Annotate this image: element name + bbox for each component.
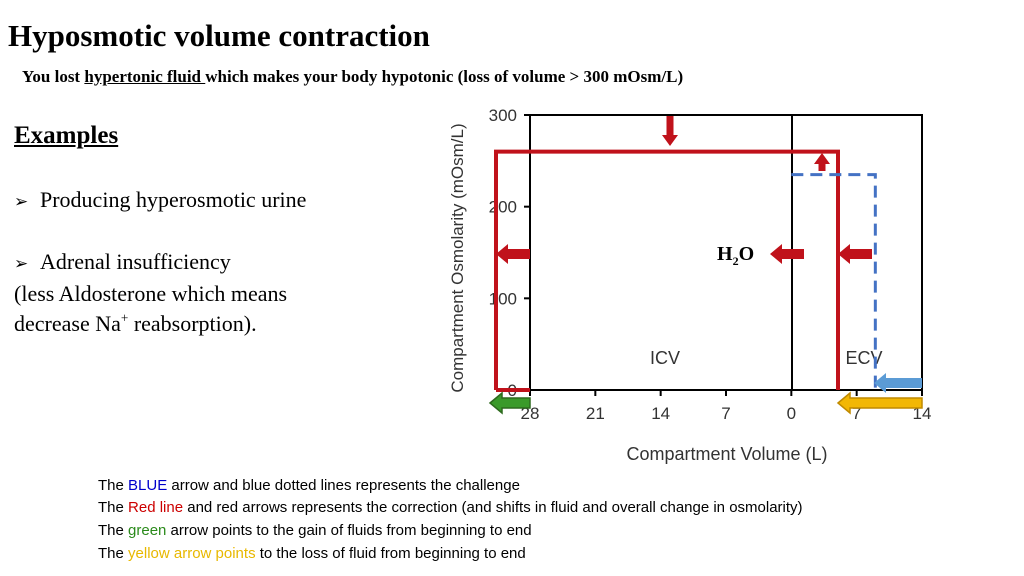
subtitle-post: which makes your body hypotonic (loss of… (205, 67, 684, 86)
h2o-tail: O (738, 243, 755, 265)
legend-colored-word: Red line (128, 499, 184, 516)
y-tick-label: 200 (489, 198, 517, 217)
red-down-arrow-icon (662, 116, 678, 146)
blue-left-arrow-icon (874, 373, 922, 393)
bullet-text: Adrenal insufficiency (40, 249, 231, 274)
note-line-1: (less Aldosterone which means (14, 281, 288, 306)
red-left-arrow-icon (496, 244, 530, 264)
x-tick-label: 14 (651, 404, 670, 423)
h2o-base: H (717, 243, 733, 265)
compartment-label-ecv: ECV (845, 348, 882, 368)
red-left-arrow-icon (838, 244, 872, 264)
x-tick-label: 21 (586, 404, 605, 423)
note-text: reabsorption). (128, 311, 257, 336)
note-text: decrease Na (14, 311, 121, 336)
subtitle-pre: You lost (22, 67, 85, 86)
subtitle: You lost hypertonic fluid which makes yo… (22, 67, 684, 87)
legend-colored-word: BLUE (128, 477, 168, 494)
legend-line: The green arrow points to the gain of fl… (98, 522, 532, 539)
y-axis-label: Compartment Osmolarity (mOsm/L) (448, 123, 467, 392)
legend-colored-word: yellow arrow points (128, 545, 256, 562)
legend-colored-word: green (128, 522, 167, 539)
page-title: Hyposmotic volume contraction (8, 18, 430, 53)
bullet-item: ➢ Adrenal insufficiency (14, 249, 231, 274)
superscript: + (120, 310, 129, 326)
h2o-subscript: 2 (732, 254, 739, 268)
x-tick-label: 7 (852, 404, 861, 423)
red-correction-line (494, 149, 840, 390)
legend-line: The yellow arrow points to the loss of f… (98, 545, 526, 562)
bullet-text: Producing hyperosmotic urine (40, 187, 307, 212)
legend-text: to the loss of fluid from beginning to e… (255, 545, 526, 562)
y-tick-label: 100 (489, 289, 517, 308)
legend-line: The BLUE arrow and blue dotted lines rep… (98, 477, 520, 494)
examples-heading: Examples (14, 122, 119, 149)
arrowhead-bullet-icon: ➢ (14, 254, 29, 273)
legend-line: The Red line and red arrows represents t… (98, 499, 803, 516)
y-tick-label: 300 (489, 106, 517, 125)
x-tick-label: 7 (721, 404, 730, 423)
compartment-label-icv: ICV (650, 348, 680, 368)
subtitle-underlined: hypertonic fluid (84, 67, 206, 86)
note-line-2: decrease Na+ reabsorption). (14, 310, 257, 336)
bullet-item: ➢ Producing hyperosmotic urine (14, 187, 307, 212)
yellow-left-arrow-icon (836, 391, 923, 415)
legend-text: arrow points to the gain of fluids from … (166, 522, 532, 539)
h2o-label: H2O (717, 243, 755, 267)
legend-text: and red arrows represents the correction… (183, 499, 803, 516)
blue-challenge-dotted-line (791, 173, 877, 390)
red-left-arrow-icon (770, 244, 804, 264)
legend-text: arrow and blue dotted lines represents t… (167, 477, 520, 494)
arrowhead-bullet-icon: ➢ (14, 192, 29, 211)
x-axis-label: Compartment Volume (L) (626, 444, 827, 464)
green-left-arrow-icon (488, 391, 531, 415)
red-up-arrow-icon (814, 153, 830, 171)
x-tick-label: 0 (787, 404, 796, 423)
